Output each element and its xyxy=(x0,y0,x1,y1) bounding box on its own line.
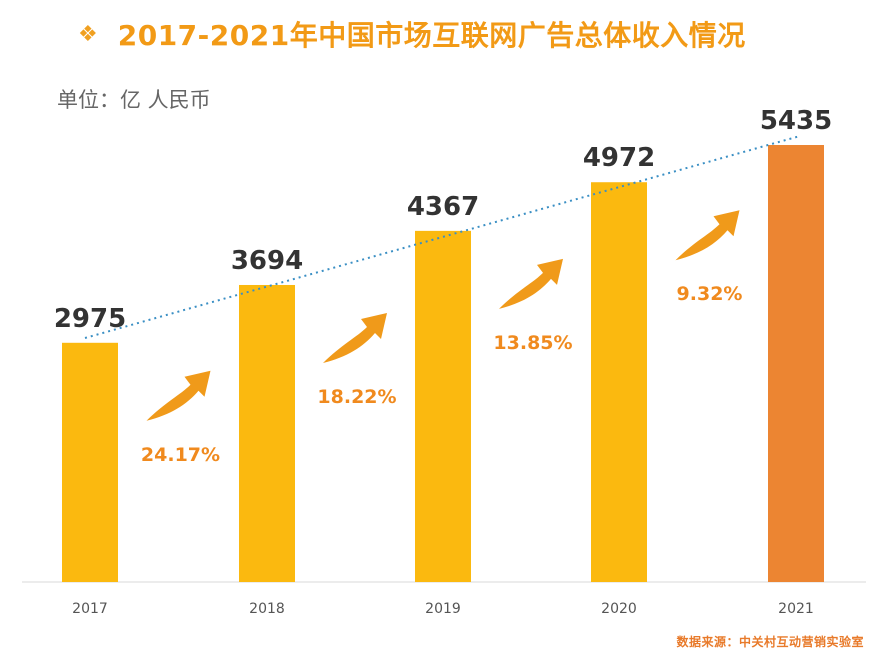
growth-label-4: 9.32% xyxy=(677,283,743,305)
bar-2020 xyxy=(591,182,647,582)
x-tick-label-2017: 2017 xyxy=(72,601,108,617)
growth-arrow-icon-2 xyxy=(323,312,387,363)
diamond-bullet-icon: ❖ xyxy=(78,21,98,47)
x-tick-label-2020: 2020 xyxy=(601,601,637,617)
source-note: 数据来源：中关村互动营销实验室 xyxy=(676,635,864,649)
unit-label: 单位：亿 人民币 xyxy=(57,88,211,112)
trend-line xyxy=(84,135,801,339)
bar-2018 xyxy=(239,284,295,582)
value-label-2019: 4367 xyxy=(407,192,479,222)
growth-arrow-icon-4 xyxy=(675,210,740,261)
growth-label-3: 13.85% xyxy=(493,332,572,354)
growth-label-2: 18.22% xyxy=(317,386,396,408)
chart-title-row: ❖ 2017-2021年中国市场互联网广告总体收入情况 xyxy=(78,14,746,54)
bar-2017 xyxy=(62,342,118,582)
growth-arrow-icon-3 xyxy=(499,258,563,309)
growth-label-1: 24.17% xyxy=(141,444,220,466)
growth-arrow-icon-1 xyxy=(146,370,211,421)
x-tick-label-2021: 2021 xyxy=(778,601,814,617)
x-tick-label-2019: 2019 xyxy=(425,601,461,617)
value-label-2018: 3694 xyxy=(231,246,303,276)
value-label-2020: 4972 xyxy=(583,143,655,173)
bar-2021 xyxy=(768,145,824,582)
chart-title: 2017-2021年中国市场互联网广告总体收入情况 xyxy=(117,19,746,52)
bar-2019 xyxy=(415,230,471,582)
value-label-2021: 5435 xyxy=(760,106,832,136)
x-tick-label-2018: 2018 xyxy=(249,601,285,617)
